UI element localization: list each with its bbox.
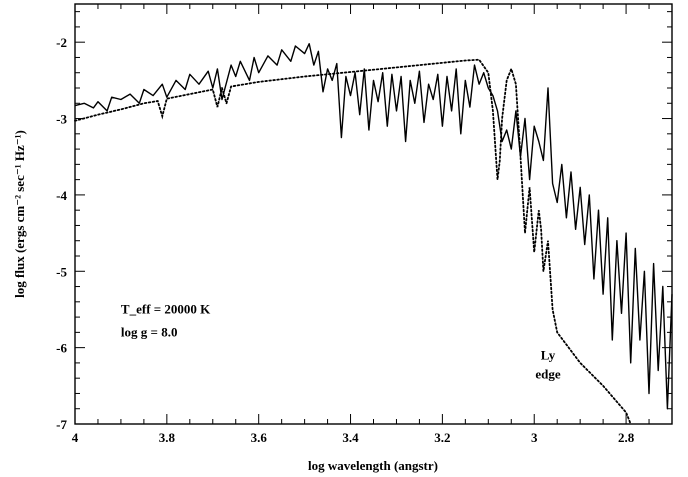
x-tick-label: 3.6 <box>251 430 268 445</box>
axis-ticks <box>74 4 673 425</box>
solid-spectrum-line <box>74 43 673 410</box>
annotation-label: Ly <box>541 347 556 362</box>
y-tick-label: -5 <box>56 264 67 279</box>
y-tick-label: -6 <box>56 341 67 356</box>
x-tick-label: 3.2 <box>434 430 450 445</box>
dotted-spectrum-line <box>74 58 632 425</box>
chart-annotations: T_eff = 20000 K log g = 8.0 Ly edge <box>121 301 561 381</box>
x-tick-label: 3.4 <box>342 430 359 445</box>
annotation-label: edge <box>535 366 561 381</box>
x-tick-label: 2.8 <box>618 430 635 445</box>
x-tick-label: 3 <box>531 430 538 445</box>
x-axis-title: log wavelength (angstr) <box>308 458 438 473</box>
annotation-label: T_eff = 20000 K <box>121 301 211 316</box>
axis-tick-labels: 4 3.8 3.6 3.4 3.2 3 2.8 -7 -6 -5 -4 -3 -2 <box>56 35 635 445</box>
y-tick-label: -3 <box>56 112 67 127</box>
plot-series <box>74 43 673 425</box>
y-tick-label: -7 <box>56 417 67 432</box>
y-tick-label: -2 <box>56 35 67 50</box>
x-tick-label: 4 <box>72 430 79 445</box>
y-tick-label: -4 <box>56 188 67 203</box>
y-axis-title: log flux (ergs cm⁻² sec⁻¹ Hz⁻¹) <box>12 130 27 298</box>
x-tick-label: 3.8 <box>159 430 176 445</box>
annotation-label: log g = 8.0 <box>121 324 178 339</box>
